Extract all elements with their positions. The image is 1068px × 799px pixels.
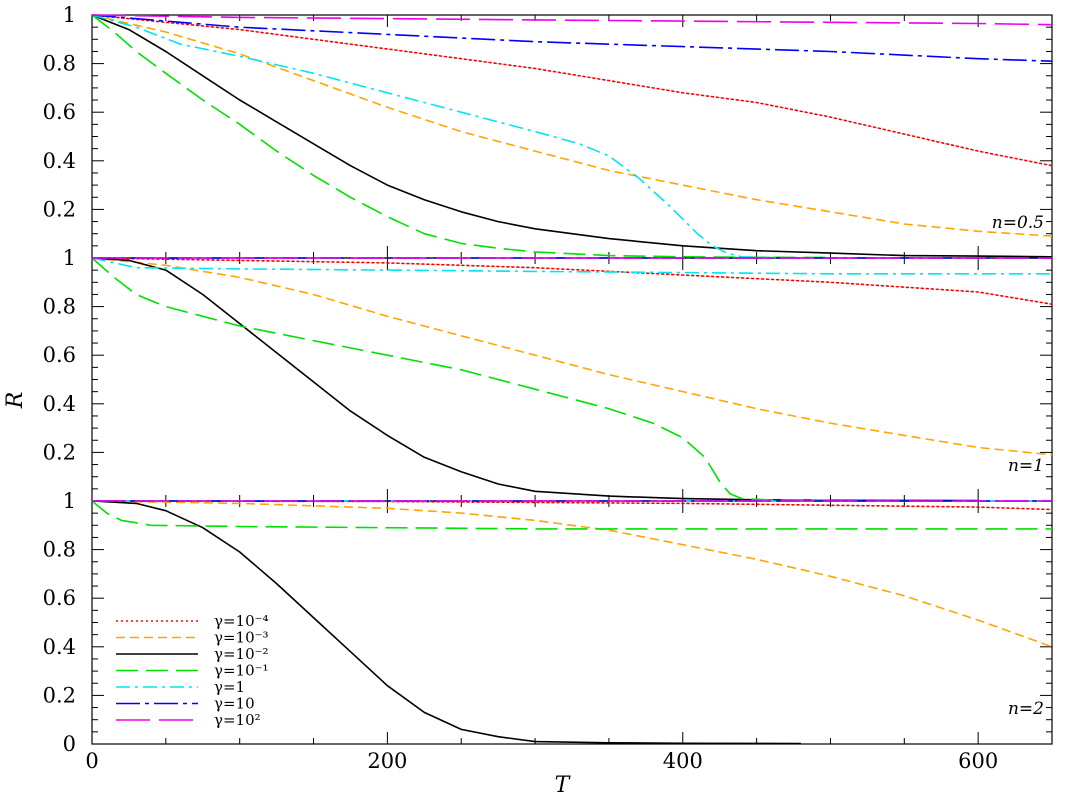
y-tick-label: 0.8 bbox=[43, 52, 76, 76]
series-line bbox=[91, 257, 979, 502]
x-tick-label: 200 bbox=[367, 749, 407, 773]
y-tick-label: 0.8 bbox=[43, 538, 76, 562]
legend-label: γ=10⁻² bbox=[214, 645, 269, 663]
legend-label: γ=10⁻¹ bbox=[214, 662, 269, 680]
panel-label: n=1 bbox=[1008, 456, 1044, 476]
x-tick-label: 400 bbox=[663, 749, 703, 773]
series-line bbox=[91, 500, 801, 745]
y-tick-label: 0.4 bbox=[43, 149, 76, 173]
legend-label: γ=10⁻³ bbox=[214, 629, 269, 647]
series-line bbox=[91, 14, 772, 259]
y-tick-label: 1 bbox=[63, 489, 76, 513]
series-line bbox=[91, 257, 1053, 305]
series-line bbox=[91, 14, 1053, 258]
legend-label: γ=1 bbox=[214, 678, 245, 696]
y-tick-label: 0.6 bbox=[43, 100, 76, 124]
y-tick-label: 0.2 bbox=[43, 683, 76, 707]
series-line bbox=[91, 14, 1053, 62]
panel-label: n=0.5 bbox=[992, 213, 1044, 233]
y-tick-label: 0.8 bbox=[43, 295, 76, 319]
series-line bbox=[91, 257, 1052, 275]
y-tick-label: 1 bbox=[63, 3, 76, 27]
y-tick-label: 0.2 bbox=[43, 440, 76, 464]
series-line bbox=[91, 14, 1053, 26]
panel-frame-1 bbox=[91, 14, 1053, 259]
legend-label: γ=10 bbox=[214, 695, 255, 713]
y-tick-label: 0.6 bbox=[43, 343, 76, 367]
panel-label: n=2 bbox=[1008, 699, 1044, 719]
y-axis-title: R bbox=[3, 392, 28, 410]
series-line bbox=[91, 257, 1053, 456]
legend-label: γ=10⁻⁴ bbox=[214, 612, 269, 630]
series-line bbox=[91, 14, 1053, 167]
series-line bbox=[91, 500, 1053, 511]
labels-layer: 0.2 0.4 0.6 0.8 1 n=0.5 0.2 0.4 0.6 0.8 1 n=1 0 0.2 0.… bbox=[3, 3, 1044, 798]
series-line bbox=[91, 14, 1053, 237]
series-line bbox=[91, 500, 1052, 530]
y-tick-label: 0.6 bbox=[43, 586, 76, 610]
chart-legend: γ=10⁻⁴γ=10⁻³γ=10⁻²γ=10⁻¹γ=1γ=10γ=10² bbox=[116, 612, 269, 729]
series-layer bbox=[91, 14, 1053, 745]
y-tick-label: 0.2 bbox=[43, 197, 76, 221]
series-line bbox=[91, 14, 831, 259]
legend-label: γ=10² bbox=[214, 711, 261, 729]
y-tick-label: 0.4 bbox=[43, 635, 76, 659]
x-axis-title: T bbox=[555, 773, 572, 798]
x-tick-label: 600 bbox=[958, 749, 998, 773]
y-tick-label: 0 bbox=[63, 732, 76, 756]
series-line bbox=[91, 257, 831, 502]
x-tick-label: 0 bbox=[85, 749, 98, 773]
panel-frame-2 bbox=[91, 257, 1053, 502]
series-line bbox=[91, 500, 1053, 648]
y-tick-label: 0.4 bbox=[43, 392, 76, 416]
y-tick-label: 1 bbox=[63, 246, 76, 270]
